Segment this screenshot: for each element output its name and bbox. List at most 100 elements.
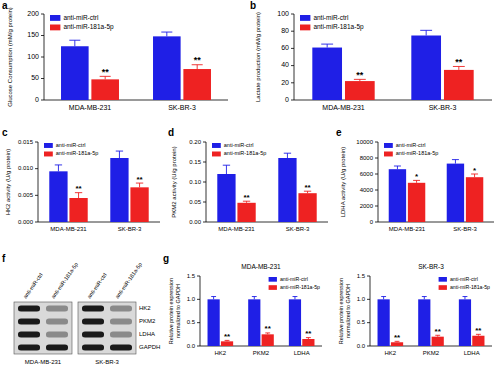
error-bar: [252, 297, 257, 300]
bar: [466, 177, 483, 222]
y-tick-label: 1.0: [357, 296, 366, 302]
y-tick: [41, 35, 44, 36]
y-axis-label: HK2 activity (U/g protein): [5, 149, 11, 216]
bar: [61, 46, 89, 100]
y-axis-label: Lactate production (mM/g protein): [255, 12, 261, 102]
bar: [221, 341, 233, 346]
y-tick: [41, 57, 44, 58]
significance: **: [194, 55, 202, 65]
legend-label: anti-miR-181a-5p: [224, 150, 266, 156]
y-tick-label: 4000: [360, 187, 374, 193]
bar: [183, 69, 211, 100]
significance: **: [304, 183, 311, 192]
cell-line-label: SK-BR-3: [95, 359, 119, 365]
blot-band: [18, 332, 40, 338]
legend-swatch: [300, 15, 310, 21]
y-axis-line: [294, 14, 295, 100]
y-tick-label: 20: [281, 79, 289, 86]
blot-band: [110, 345, 132, 351]
significance: **: [435, 327, 442, 336]
significance: **: [356, 70, 364, 80]
blot-membrane: [14, 302, 72, 354]
y-tick: [35, 222, 38, 223]
significance: **: [455, 57, 463, 67]
x-tick-label: SK-BR-3: [118, 226, 142, 232]
y-tick: [35, 142, 38, 143]
significance: *: [473, 166, 477, 175]
error-bar: [321, 44, 333, 47]
significance: **: [475, 326, 482, 335]
blot-band: [18, 306, 40, 312]
x-tick-label: PKM2: [253, 350, 270, 356]
bar: [312, 48, 342, 100]
legend-swatch: [269, 277, 277, 282]
legend: anti-miR-ctrlanti-miR-181a-5p: [269, 276, 321, 290]
plot-area: [49, 151, 148, 222]
y-tick: [203, 182, 206, 183]
significance: **: [75, 184, 82, 193]
y-tick-label: 1.5: [187, 273, 196, 279]
y-tick-label: 8000: [360, 155, 374, 161]
bar: [378, 299, 390, 346]
y-tick: [203, 142, 206, 143]
y-tick: [375, 142, 378, 143]
plot-area: [217, 153, 316, 222]
error-bar: [55, 165, 62, 171]
y-tick: [375, 190, 378, 191]
y-tick-label: 80: [281, 27, 289, 34]
blot-band: [82, 345, 104, 351]
significance: **: [394, 333, 401, 342]
error-bar: [223, 165, 230, 174]
lane-label: anti-miR-181a-5p: [50, 261, 79, 299]
error-bar: [75, 193, 82, 198]
blot-band: [82, 306, 104, 312]
error-bar: [420, 30, 432, 35]
bar: [408, 183, 425, 222]
panel-label: c: [2, 127, 8, 138]
panel-label: f: [2, 253, 6, 264]
x-tick-label: MDA-MB-231: [69, 104, 112, 111]
y-tick-label: 150: [27, 31, 39, 38]
y-tick-label: 0.05: [189, 199, 201, 205]
legend-label: anti-miR-ctrl: [63, 14, 99, 21]
y-tick-label: 0.15: [189, 159, 201, 165]
y-tick-label: 60: [281, 44, 289, 51]
bar: [447, 164, 464, 222]
x-tick-label: MDA-MB-231: [218, 226, 255, 232]
legend-swatch: [212, 143, 221, 148]
x-tick-label: LDHA: [464, 350, 480, 356]
legend-swatch: [50, 25, 60, 31]
plot-area: [61, 32, 211, 100]
y-tick-label: 0.10: [189, 179, 201, 185]
y-tick-label: 10000: [356, 139, 373, 145]
y-tick-label: 1.0: [187, 296, 196, 302]
y-tick: [197, 346, 200, 347]
y-tick: [367, 276, 370, 277]
y-axis-line: [38, 142, 39, 222]
chart: bLactate production (mM/g protein)020406…: [250, 0, 492, 111]
panel-label: b: [250, 0, 256, 11]
legend-swatch: [44, 152, 53, 157]
x-tick-label: SK-BR-3: [429, 104, 457, 111]
y-tick-label: 0.000: [18, 219, 34, 225]
panel-label: e: [336, 127, 342, 138]
significance: **: [265, 324, 272, 333]
blot-band: [46, 332, 68, 338]
legend: anti-miR-ctrlanti-miR-181a-5p: [44, 142, 98, 157]
y-tick: [291, 100, 294, 101]
y-axis-label: normalized to GAPDH: [175, 284, 181, 338]
x-tick-label: MDA-MB-231: [389, 226, 426, 232]
y-tick-label: 40: [281, 61, 289, 68]
significance: *: [415, 172, 419, 181]
y-tick-label: 100: [277, 10, 289, 17]
panel-label: d: [168, 127, 174, 138]
blot-band: [46, 319, 68, 325]
chart-title: SK-BR-3: [418, 263, 444, 270]
bar: [237, 203, 255, 222]
chart: cHK2 activity (U/g protein)0.0000.0050.0…: [2, 127, 160, 232]
y-tick: [197, 322, 200, 323]
blot-band: [46, 345, 68, 351]
y-tick: [291, 31, 294, 32]
legend-swatch: [439, 277, 447, 282]
lane-label: anti-miR-181a-5p: [114, 261, 143, 299]
